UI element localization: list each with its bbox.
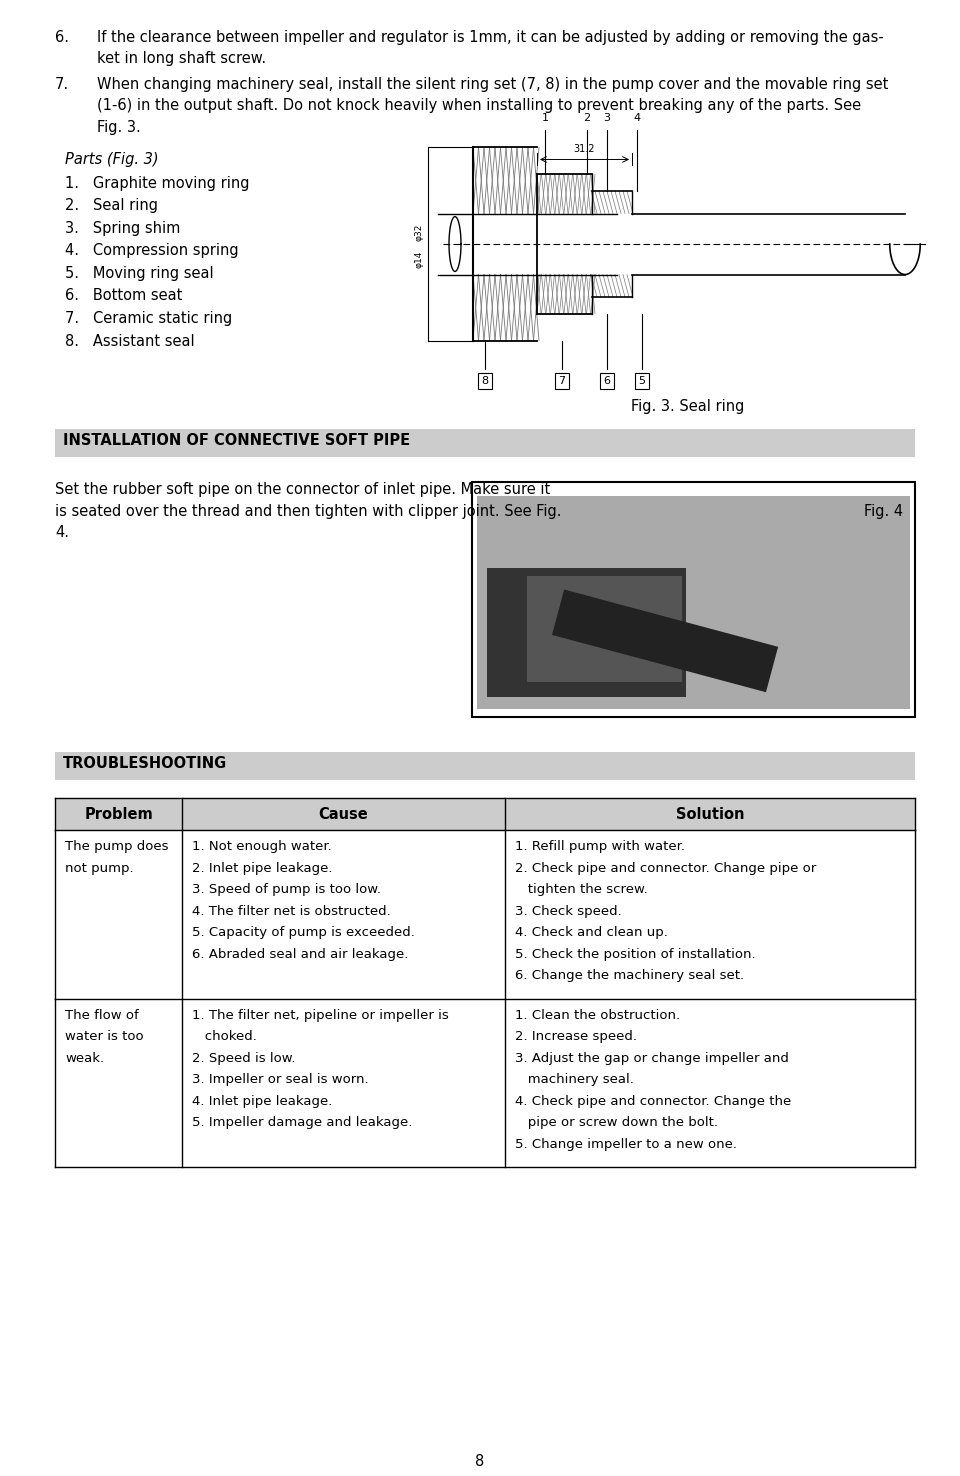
- Text: INSTALLATION OF CONNECTIVE SOFT PIPE: INSTALLATION OF CONNECTIVE SOFT PIPE: [63, 434, 410, 449]
- Text: 4.: 4.: [55, 525, 69, 540]
- Bar: [472, 483, 915, 717]
- Text: weak.: weak.: [65, 1051, 104, 1064]
- Text: 5. Check the position of installation.: 5. Check the position of installation.: [515, 948, 756, 961]
- Text: 1.   Graphite moving ring: 1. Graphite moving ring: [65, 176, 250, 190]
- Text: 6.: 6.: [55, 30, 69, 44]
- Bar: [552, 589, 779, 692]
- Text: 4.   Compression spring: 4. Compression spring: [65, 244, 239, 258]
- Bar: [55, 799, 915, 830]
- Text: 5. Capacity of pump is exceeded.: 5. Capacity of pump is exceeded.: [192, 925, 415, 939]
- Bar: [477, 496, 910, 708]
- Text: (1-6) in the output shaft. Do not knock heavily when installing to prevent break: (1-6) in the output shaft. Do not knock …: [97, 99, 861, 114]
- Text: 8: 8: [475, 1454, 485, 1469]
- Text: Parts (Fig. 3): Parts (Fig. 3): [65, 152, 158, 167]
- Text: Problem: Problem: [84, 807, 153, 822]
- Bar: [55, 753, 915, 781]
- Text: 7.   Ceramic static ring: 7. Ceramic static ring: [65, 311, 232, 326]
- Text: 2. Speed is low.: 2. Speed is low.: [192, 1051, 296, 1064]
- Text: 6.   Bottom seat: 6. Bottom seat: [65, 288, 182, 304]
- Text: 6. Change the machinery seal set.: 6. Change the machinery seal set.: [515, 970, 744, 982]
- Text: 2. Inlet pipe leakage.: 2. Inlet pipe leakage.: [192, 862, 333, 875]
- Text: 1. Clean the obstruction.: 1. Clean the obstruction.: [515, 1008, 680, 1021]
- Text: 3. Impeller or seal is worn.: 3. Impeller or seal is worn.: [192, 1073, 369, 1086]
- Text: When changing machinery seal, install the silent ring set (7, 8) in the pump cov: When changing machinery seal, install th…: [97, 77, 888, 92]
- Text: 2.   Seal ring: 2. Seal ring: [65, 198, 158, 213]
- Text: Cause: Cause: [319, 807, 369, 822]
- Text: 6. Abraded seal and air leakage.: 6. Abraded seal and air leakage.: [192, 948, 409, 961]
- Text: pipe or screw down the bolt.: pipe or screw down the bolt.: [515, 1116, 718, 1129]
- Text: Fig. 4: Fig. 4: [864, 505, 903, 520]
- Text: 7: 7: [559, 376, 565, 387]
- Text: 4. Inlet pipe leakage.: 4. Inlet pipe leakage.: [192, 1095, 333, 1107]
- Text: tighten the screw.: tighten the screw.: [515, 883, 648, 896]
- Text: 6: 6: [604, 376, 611, 387]
- Text: water is too: water is too: [65, 1030, 144, 1044]
- Text: 4. Check and clean up.: 4. Check and clean up.: [515, 925, 667, 939]
- Text: 3. Speed of pump is too low.: 3. Speed of pump is too low.: [192, 883, 381, 896]
- Bar: [465, 117, 910, 370]
- Text: 3: 3: [604, 112, 611, 123]
- Text: 31.2: 31.2: [574, 145, 595, 155]
- Text: is seated over the thread and then tighten with clipper joint. See Fig.: is seated over the thread and then tight…: [55, 503, 562, 518]
- Text: Set the rubber soft pipe on the connector of inlet pipe. Make sure it: Set the rubber soft pipe on the connecto…: [55, 483, 550, 497]
- Text: not pump.: not pump.: [65, 862, 133, 875]
- Text: 5: 5: [638, 376, 645, 387]
- Text: choked.: choked.: [192, 1030, 257, 1044]
- Text: Solution: Solution: [676, 807, 744, 822]
- Text: 4. The filter net is obstructed.: 4. The filter net is obstructed.: [192, 905, 391, 918]
- Text: 1. Refill pump with water.: 1. Refill pump with water.: [515, 840, 684, 853]
- Text: TROUBLESHOOTING: TROUBLESHOOTING: [63, 756, 228, 772]
- Text: If the clearance between impeller and regulator is 1mm, it can be adjusted by ad: If the clearance between impeller and re…: [97, 30, 884, 44]
- Text: 3. Adjust the gap or change impeller and: 3. Adjust the gap or change impeller and: [515, 1051, 789, 1064]
- Text: The flow of: The flow of: [65, 1008, 139, 1021]
- Text: 2. Increase speed.: 2. Increase speed.: [515, 1030, 636, 1044]
- Text: 2: 2: [584, 112, 590, 123]
- Bar: [487, 568, 686, 697]
- Text: 8: 8: [481, 376, 489, 387]
- Text: 1. The filter net, pipeline or impeller is: 1. The filter net, pipeline or impeller …: [192, 1008, 449, 1021]
- Text: The pump does: The pump does: [65, 840, 169, 853]
- Text: φ14: φ14: [414, 251, 423, 269]
- Text: 2. Check pipe and connector. Change pipe or: 2. Check pipe and connector. Change pipe…: [515, 862, 816, 875]
- Text: 7.: 7.: [55, 77, 69, 92]
- Text: Fig. 3.: Fig. 3.: [97, 120, 141, 134]
- Bar: [55, 430, 915, 458]
- Text: 4: 4: [634, 112, 640, 123]
- Bar: [527, 577, 682, 682]
- Text: 5. Impeller damage and leakage.: 5. Impeller damage and leakage.: [192, 1116, 413, 1129]
- Text: φ32: φ32: [414, 223, 423, 241]
- Text: 3. Check speed.: 3. Check speed.: [515, 905, 621, 918]
- Text: 8.   Assistant seal: 8. Assistant seal: [65, 334, 195, 348]
- Text: 3.   Spring shim: 3. Spring shim: [65, 221, 180, 236]
- Text: 1: 1: [541, 112, 548, 123]
- Text: machinery seal.: machinery seal.: [515, 1073, 634, 1086]
- Text: 1. Not enough water.: 1. Not enough water.: [192, 840, 332, 853]
- Text: 4. Check pipe and connector. Change the: 4. Check pipe and connector. Change the: [515, 1095, 791, 1107]
- Text: 5.   Moving ring seal: 5. Moving ring seal: [65, 266, 214, 280]
- Text: ket in long shaft screw.: ket in long shaft screw.: [97, 52, 266, 66]
- Text: 5. Change impeller to a new one.: 5. Change impeller to a new one.: [515, 1138, 736, 1151]
- Text: Fig. 3. Seal ring: Fig. 3. Seal ring: [631, 399, 744, 415]
